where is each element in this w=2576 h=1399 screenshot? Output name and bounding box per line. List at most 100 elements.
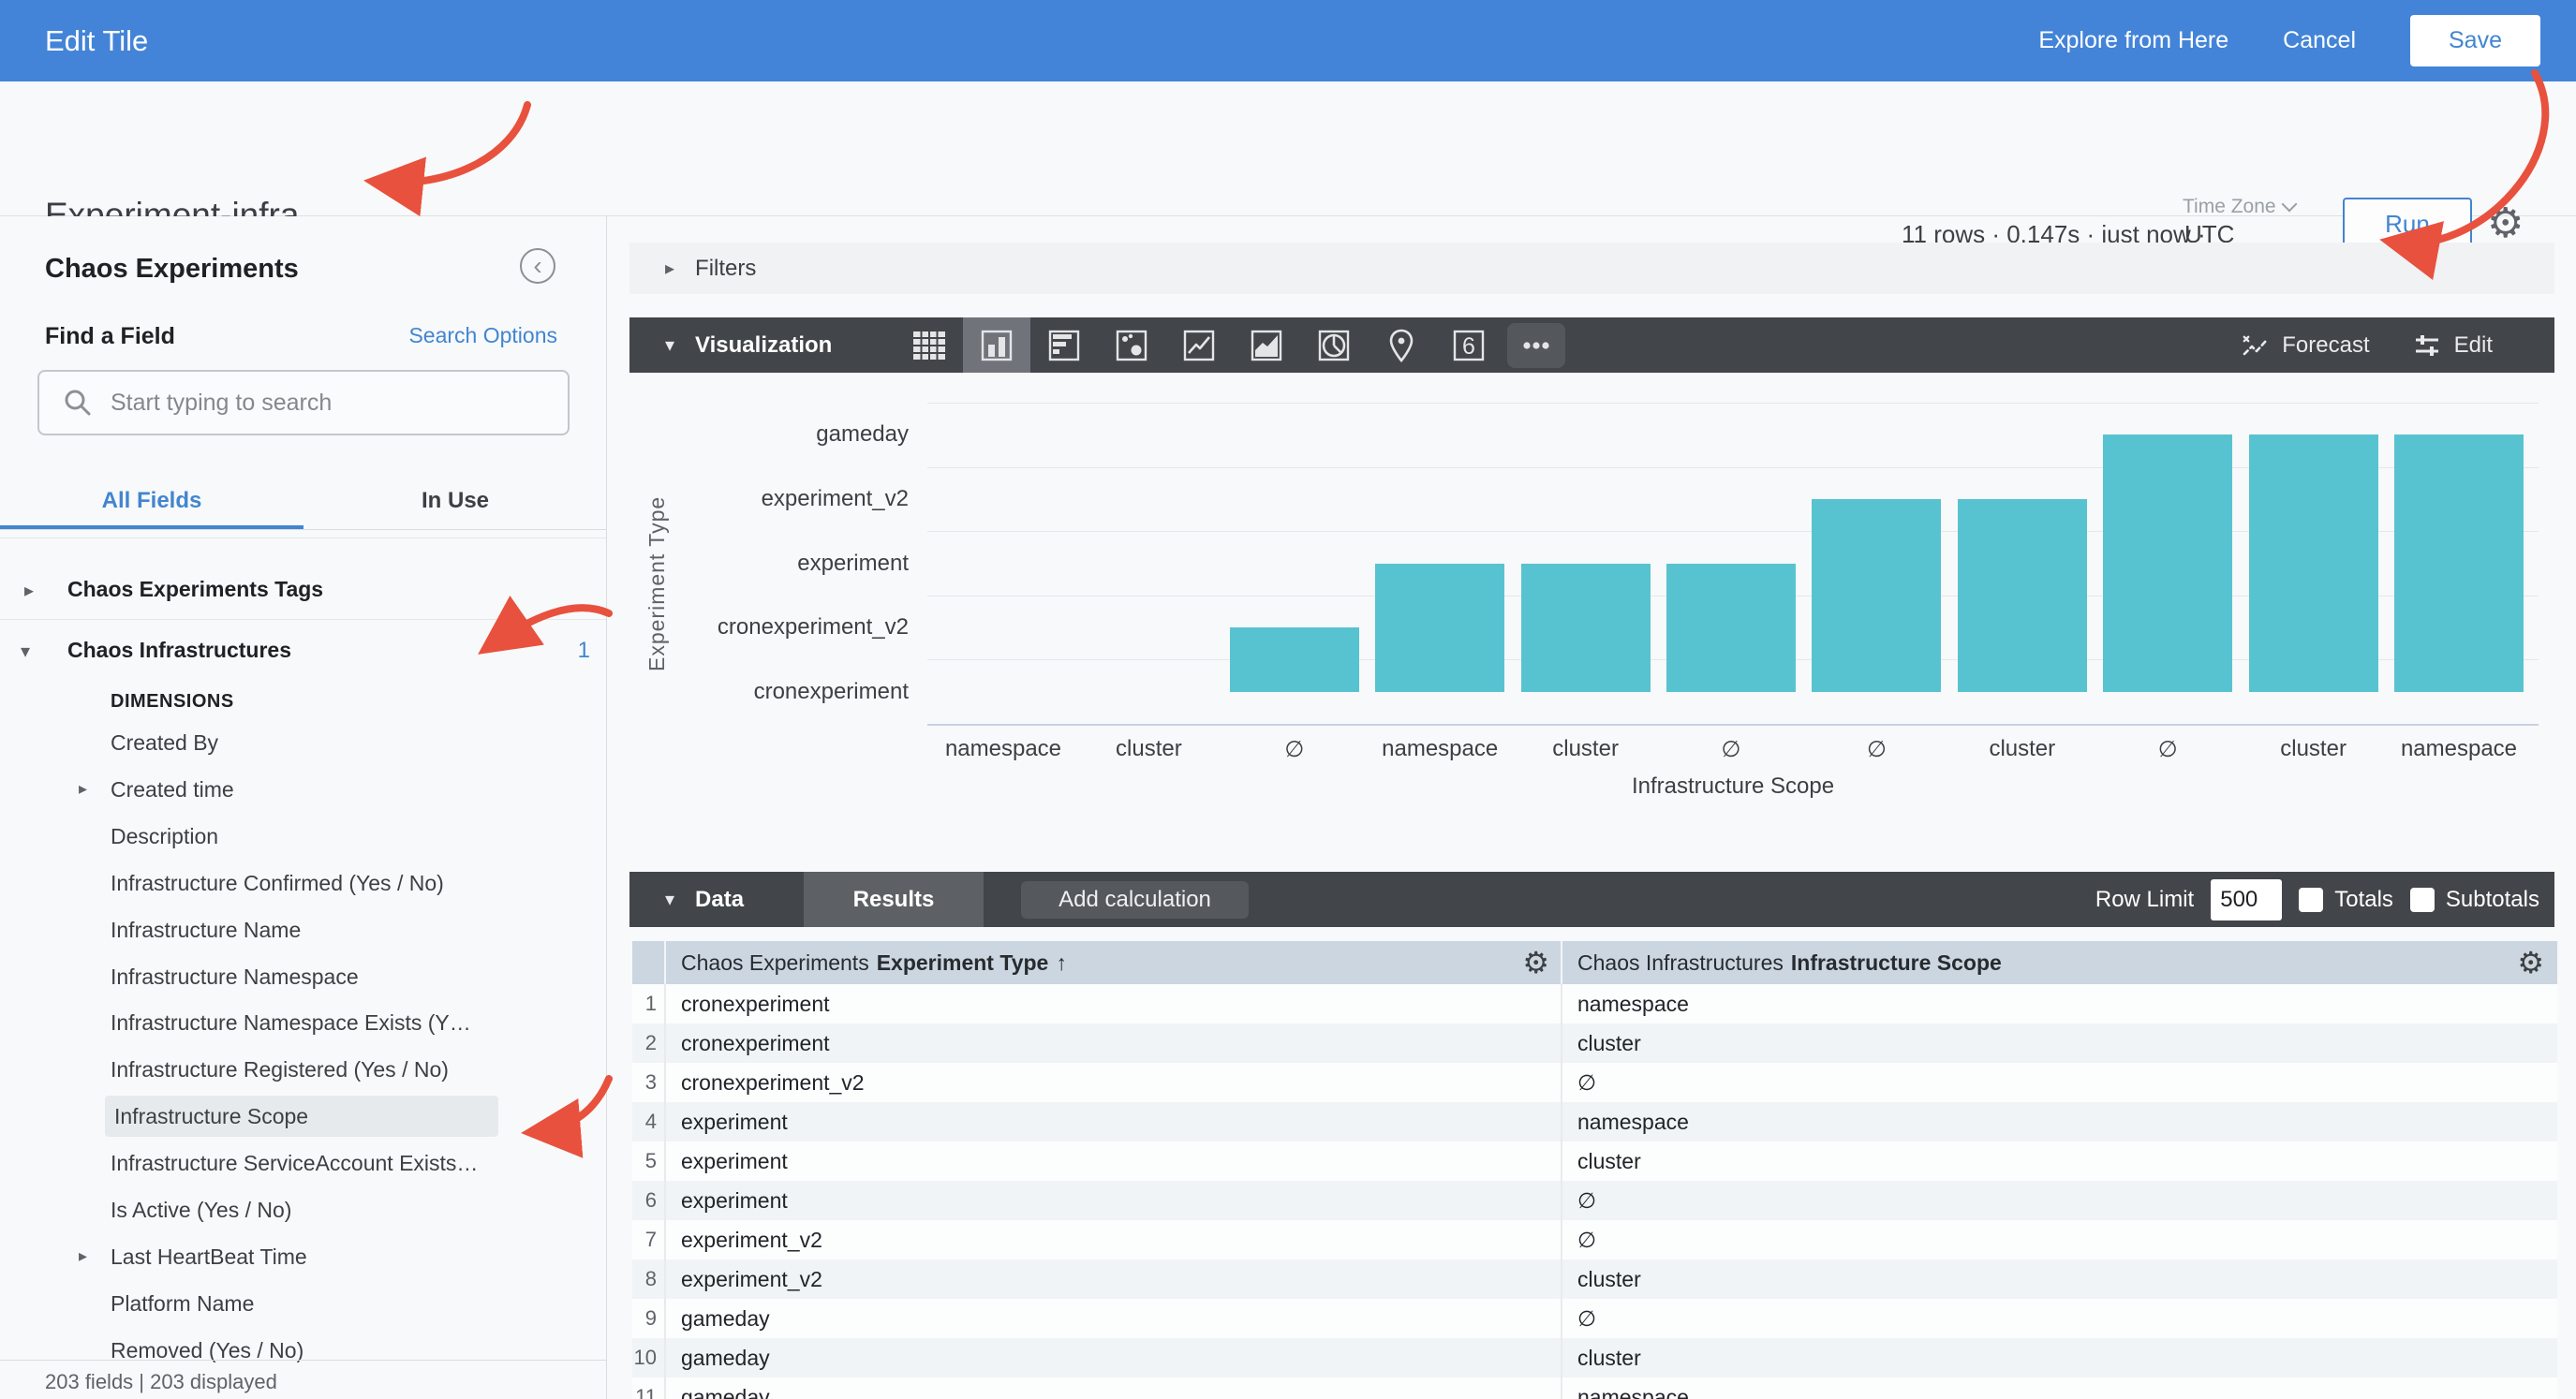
forecast-button[interactable]: Forecast [2241,331,2370,360]
table-row[interactable]: 4 experiment namespace [632,1102,2557,1141]
add-calculation-button[interactable]: Add calculation [1021,881,1249,919]
expand-group-icon[interactable]: ▸ [24,581,35,601]
field-label: Infrastructure Confirmed (Yes / No) [111,870,444,895]
cell-experiment-type: cronexperiment [666,1023,1562,1063]
x-axis-tick-label: namespace [944,736,1062,761]
chart-bar-experiment-namespace[interactable] [1375,563,1505,692]
tab-all-fields[interactable]: All Fields [101,488,202,513]
cell-infrastructure-scope: ∅ [1577,1070,1597,1095]
cell-experiment-type: cronexperiment_v2 [666,1063,1562,1102]
sidebar-item-removed-yes-no[interactable]: Removed (Yes / No) [0,1330,600,1371]
query-header-row: Experiment-infra 11 rows · 0.147s · just… [0,81,2576,251]
table-row[interactable]: 1 cronexperiment namespace [632,984,2557,1023]
scatter-chart-icon[interactable] [1098,317,1165,373]
collapse-visualization-icon[interactable]: ▾ [665,335,675,356]
chart-bar-experiment-cluster[interactable] [1520,563,1651,692]
more-icon[interactable] [1503,317,1570,373]
chart-bar-experiment-null[interactable] [1666,563,1796,692]
cell-experiment-type: gameday [666,1338,1562,1377]
table-row[interactable]: 2 cronexperiment cluster [632,1023,2557,1063]
results-tab[interactable]: Results [804,872,984,927]
results-table-header: Chaos Experiments Experiment Type ↑ ⚙ Ch… [632,941,2557,984]
cell-infrastructure-scope: namespace [1577,1110,1689,1134]
bar-chart-icon[interactable] [1030,317,1098,373]
group-label: Chaos Infrastructures [67,638,292,662]
search-options-link[interactable]: Search Options [408,323,557,347]
subtotals-label: Subtotals [2445,886,2539,912]
pie-chart-icon[interactable] [1300,317,1368,373]
sidebar-item-infrastructure-confirmed-yes-no[interactable]: Infrastructure Confirmed (Yes / No) [0,862,600,904]
field-search-box[interactable] [37,370,570,435]
cell-infrastructure-scope: cluster [1577,1149,1641,1173]
expand-field-icon[interactable]: ▸ [79,1245,88,1265]
sidebar-group-chaos-infrastructures[interactable]: ▾ Chaos Infrastructures 1 [0,630,606,675]
sidebar-item-infrastructure-registered-yes-no[interactable]: Infrastructure Registered (Yes / No) [0,1049,600,1090]
chart-bar-experiment_v2-null[interactable] [1812,498,1942,692]
group-label: Chaos Experiments Tags [67,577,324,601]
column-header-infrastructure-scope[interactable]: Chaos Infrastructures Infrastructure Sco… [1562,941,2555,984]
table-row[interactable]: 6 experiment ∅ [632,1181,2557,1220]
chart-bar-experiment_v2-cluster[interactable] [1957,498,2087,692]
column-gear-icon[interactable]: ⚙ [1522,946,1549,979]
sidebar-item-infrastructure-serviceaccount-exists[interactable]: Infrastructure ServiceAccount Exists… [0,1142,600,1184]
single-value-icon[interactable]: 6 [1435,317,1503,373]
sidebar-item-infrastructure-name[interactable]: Infrastructure Name [0,909,600,950]
sidebar-item-platform-name[interactable]: Platform Name [0,1283,600,1324]
sidebar-item-infrastructure-namespace[interactable]: Infrastructure Namespace [0,956,600,997]
save-button[interactable]: Save [2410,15,2540,66]
line-chart-icon[interactable] [1165,317,1233,373]
map-chart-icon[interactable] [1368,317,1435,373]
sidebar-item-infrastructure-scope[interactable]: Infrastructure Scope [105,1096,498,1138]
sidebar-item-created-by[interactable]: Created By [0,722,600,763]
filters-section-bar[interactable]: ▸ Filters [629,243,2554,294]
chart-bar-gameday-namespace[interactable] [2394,434,2524,692]
cell-experiment-type: cronexperiment [666,984,1562,1023]
table-row[interactable]: 7 experiment_v2 ∅ [632,1220,2557,1259]
chart-bar-gameday-null[interactable] [2103,434,2233,692]
sort-asc-icon[interactable]: ↑ [1056,950,1067,975]
cell-infrastructure-scope: ∅ [1577,1188,1597,1213]
column-chart-icon[interactable] [963,317,1031,373]
expand-field-icon[interactable]: ▸ [79,778,88,798]
area-chart-icon[interactable] [1233,317,1300,373]
cell-infrastructure-scope: ∅ [1577,1306,1597,1331]
row-limit-input[interactable] [2211,878,2283,920]
field-label: Description [111,823,219,848]
table-row[interactable]: 9 gameday ∅ [632,1299,2557,1338]
explore-from-here-link[interactable]: Explore from Here [2038,27,2229,53]
subtotals-checkbox[interactable] [2409,887,2435,912]
column-gear-icon[interactable]: ⚙ [2517,946,2544,979]
sidebar-item-description[interactable]: Description [0,816,600,857]
chart-bar-cronexperiment_v2-null[interactable] [1229,627,1359,692]
collapse-data-icon[interactable]: ▾ [665,890,675,910]
table-chart-icon[interactable] [896,317,963,373]
table-row[interactable]: 8 experiment_v2 cluster [632,1259,2557,1299]
sidebar-item-infrastructure-namespace-exists-y[interactable]: Infrastructure Namespace Exists (Y… [0,1002,600,1043]
table-row[interactable]: 3 cronexperiment_v2 ∅ [632,1063,2557,1102]
chart-type-picker: 6 [896,317,1570,373]
timezone-dropdown[interactable]: Time Zone [2183,196,2298,218]
sidebar-item-created-time[interactable]: ▸ Created time [0,769,600,810]
cancel-button[interactable]: Cancel [2283,27,2356,53]
table-row[interactable]: 10 gameday cluster [632,1338,2557,1377]
cell-infrastructure-scope: namespace [1577,992,1689,1016]
table-row[interactable]: 5 experiment cluster [632,1141,2557,1181]
cell-experiment-type: experiment_v2 [666,1259,1562,1299]
column-header-experiment-type[interactable]: Chaos Experiments Experiment Type ↑ ⚙ [666,941,1562,984]
forecast-label: Forecast [2282,331,2370,358]
chart-bar-gameday-cluster[interactable] [2248,434,2378,692]
sidebar-group-chaos-experiments-tags[interactable]: ▸ Chaos Experiments Tags [0,569,606,614]
row-number: 9 [632,1299,666,1338]
row-number: 7 [632,1220,666,1259]
chevron-down-icon [2281,196,2298,213]
search-input[interactable] [111,389,523,417]
tab-in-use[interactable]: In Use [421,488,490,513]
sidebar-item-last-heartbeat-time[interactable]: ▸ Last HeartBeat Time [0,1236,600,1277]
collapse-group-icon[interactable]: ▾ [21,641,31,662]
field-label: Infrastructure Registered (Yes / No) [111,1057,449,1082]
sidebar-item-is-active-yes-no[interactable]: Is Active (Yes / No) [0,1189,600,1230]
totals-checkbox[interactable] [2299,887,2324,912]
table-row[interactable]: 11 gameday namespace [632,1377,2557,1399]
collapse-sidebar-icon[interactable]: ‹ [520,248,555,284]
edit-visualization-button[interactable]: Edit [2413,331,2493,360]
